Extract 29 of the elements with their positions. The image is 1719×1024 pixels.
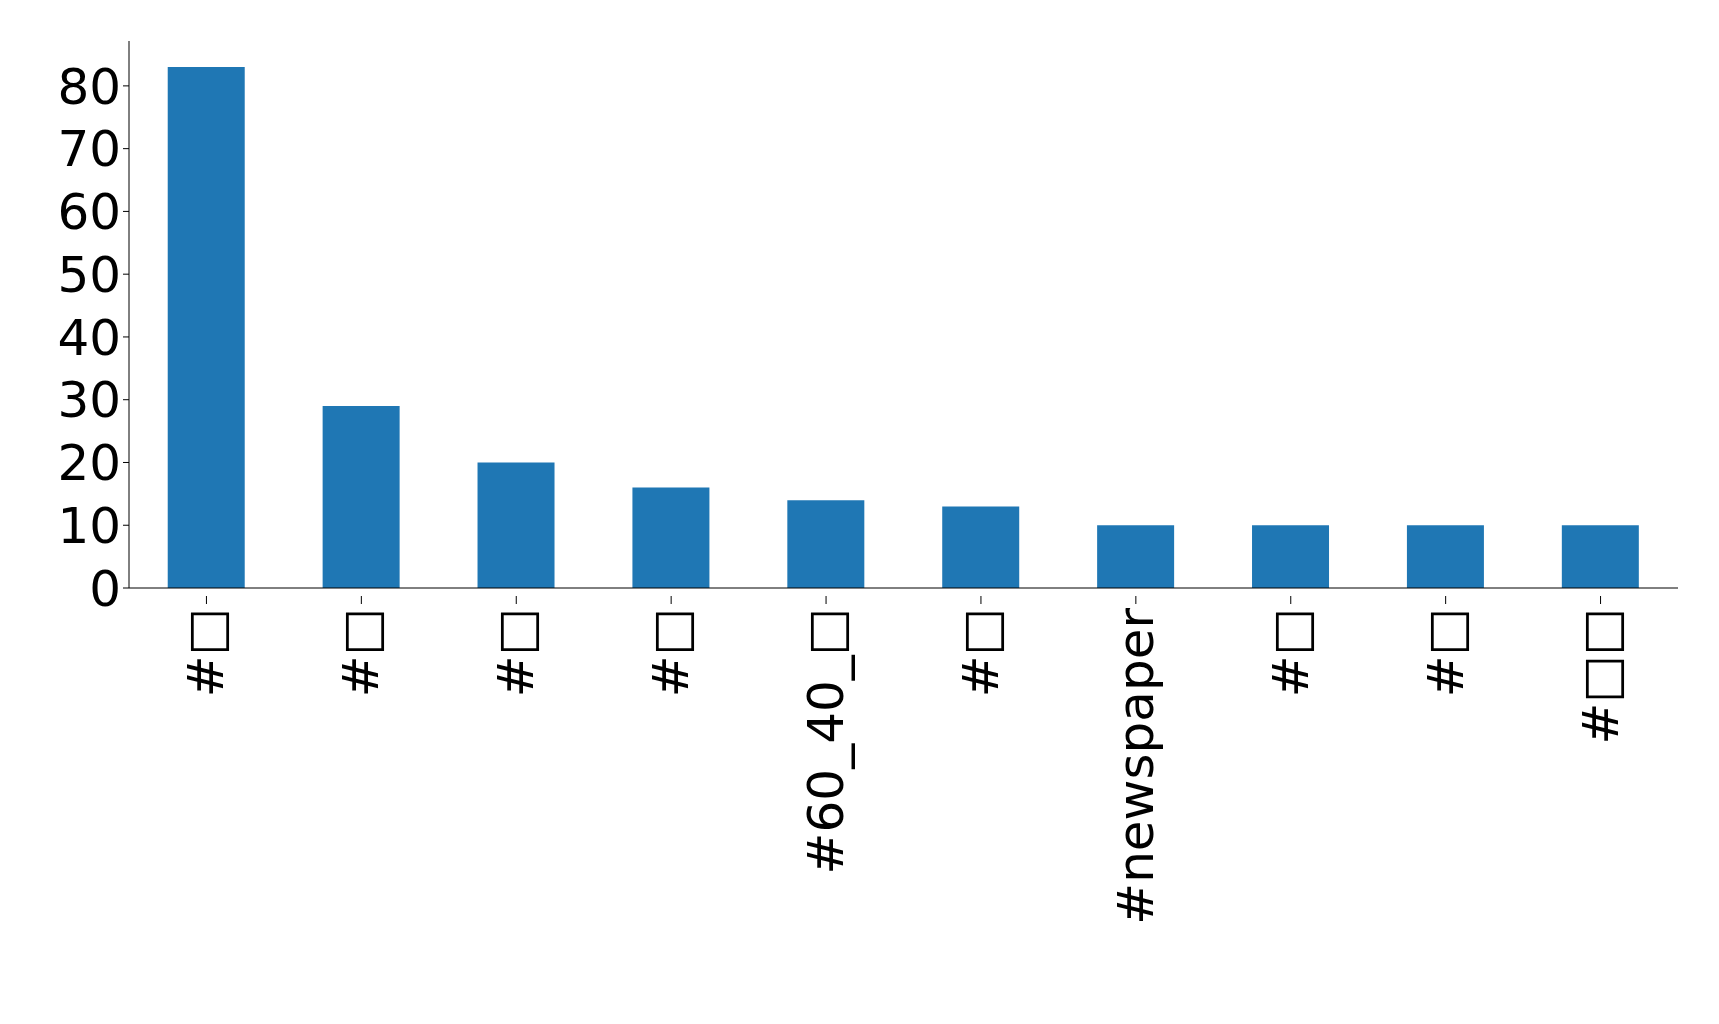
y-tick-label: 10 bbox=[57, 496, 121, 555]
y-tick-label: 20 bbox=[57, 434, 121, 493]
y-tick-label: 70 bbox=[57, 120, 121, 179]
bar bbox=[167, 67, 245, 588]
bar bbox=[477, 462, 555, 588]
x-tick-label: #□ bbox=[177, 608, 236, 698]
x-tick-label: #60_40_□ bbox=[797, 608, 856, 875]
x-tick-label: #newspaper bbox=[1106, 607, 1165, 925]
x-tick-label: #□ bbox=[487, 608, 546, 698]
x-tick-label: #□ bbox=[1416, 608, 1475, 698]
y-tick-label: 30 bbox=[57, 371, 121, 430]
bar bbox=[942, 506, 1020, 588]
x-tick-label: #□ bbox=[1261, 608, 1320, 698]
y-tick-label: 40 bbox=[57, 308, 121, 367]
x-tick-label: #□ bbox=[642, 608, 701, 698]
y-tick-label: 60 bbox=[57, 183, 121, 242]
bar bbox=[632, 487, 710, 588]
y-tick-label: 50 bbox=[57, 245, 121, 304]
x-tick-label: #□ bbox=[332, 608, 391, 698]
bar bbox=[1252, 525, 1330, 588]
bar bbox=[1561, 525, 1639, 588]
x-tick-label: #□□ bbox=[1571, 608, 1630, 745]
bar bbox=[322, 405, 400, 588]
bar bbox=[1097, 525, 1175, 588]
y-tick-label: 0 bbox=[89, 559, 121, 618]
bar bbox=[1406, 525, 1484, 588]
x-tick-label: #□ bbox=[951, 608, 1010, 698]
y-tick-label: 80 bbox=[57, 57, 121, 116]
bar bbox=[787, 500, 865, 588]
